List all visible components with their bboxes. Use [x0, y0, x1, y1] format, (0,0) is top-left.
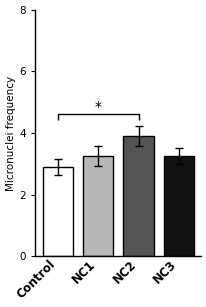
Y-axis label: Micronuclei frequency: Micronuclei frequency — [6, 76, 15, 191]
Bar — [83, 156, 113, 256]
Text: *: * — [94, 100, 101, 115]
Bar — [163, 156, 193, 256]
Bar — [43, 167, 73, 256]
Bar — [123, 136, 153, 256]
